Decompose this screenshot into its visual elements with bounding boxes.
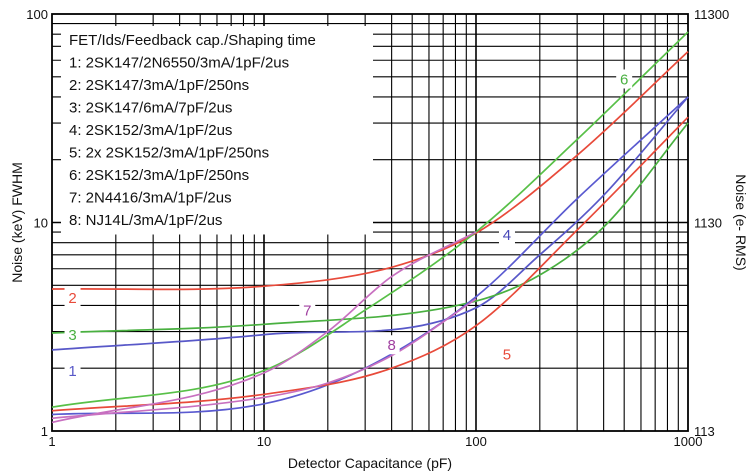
legend-entry: 6: 2SK152/3mA/1pF/250ns: [69, 167, 249, 184]
tick-labels: 1 10 100 1000 1 10 100 113 1130 11300: [26, 7, 729, 449]
series-line-7: [51, 231, 477, 424]
legend-entry: 8: NJ14L/3mA/1pF/2us: [69, 212, 222, 229]
series-label: 2: [68, 290, 76, 307]
series-label: 5: [503, 347, 511, 364]
series-label: 1: [68, 363, 76, 380]
series-label-bg: [64, 360, 81, 380]
legend: FET/Ids/Feedback cap./Shaping time 1: 2S…: [61, 26, 373, 235]
series-line-5: [51, 116, 689, 412]
series-label-bg: [64, 325, 81, 345]
legend-header: FET/Ids/Feedback cap./Shaping time: [69, 32, 316, 49]
x-axis-label: Detector Capacitance (pF): [288, 455, 452, 471]
x-tick-label: 100: [465, 434, 487, 449]
x-tick-label: 1: [48, 434, 55, 449]
series-line-6: [51, 31, 689, 409]
legend-entry: 2: 2SK147/3mA/1pF/250ns: [69, 77, 249, 94]
x-tick-label: 1000: [674, 434, 703, 449]
series-label-bg: [64, 287, 81, 307]
series-labels: 1 2 3 4 5 6 7 8: [64, 69, 633, 380]
series-label: 4: [503, 227, 511, 244]
legend-entry: 1: 2SK147/2N6550/3mA/1pF/2us: [69, 55, 289, 72]
series-label-bg: [616, 69, 633, 89]
y2-tick-label: 113: [694, 424, 715, 439]
legend-entry: 3: 2SK147/6mA/7pF/2us: [69, 100, 232, 117]
series-line-1: [51, 96, 689, 351]
series-label: 3: [68, 327, 76, 344]
series-label: 8: [387, 337, 395, 354]
y2-axis-label: Noise (e- RMS): [733, 174, 749, 270]
y-tick-label: 100: [26, 7, 48, 22]
y-axis-label: Noise (keV) FWHM: [9, 162, 25, 283]
series-label-bg: [383, 335, 400, 355]
y-tick-label: 10: [34, 216, 48, 231]
legend-box: [61, 26, 373, 235]
series-label: 6: [620, 71, 628, 88]
series-label-bg: [498, 225, 515, 245]
x-tick-label: 10: [257, 434, 271, 449]
plot-frame: [51, 13, 689, 432]
series-lines: [51, 31, 689, 424]
y-tick-label: 1: [41, 424, 48, 439]
series-label-bg: [299, 300, 316, 320]
legend-entry: 4: 2SK152/3mA/1pF/2us: [69, 122, 232, 139]
y2-tick-label: 11300: [694, 7, 729, 22]
legend-entry: 7: 2N4416/3mA/1pF/2us: [69, 190, 232, 207]
series-line-3: [51, 122, 689, 334]
legend-entry: 5: 2x 2SK152/3mA/1pF/250ns: [69, 145, 269, 162]
series-label-bg: [498, 344, 515, 364]
series-label: 7: [303, 302, 311, 319]
y2-tick-label: 1130: [694, 216, 722, 231]
series-line-8: [51, 298, 477, 420]
